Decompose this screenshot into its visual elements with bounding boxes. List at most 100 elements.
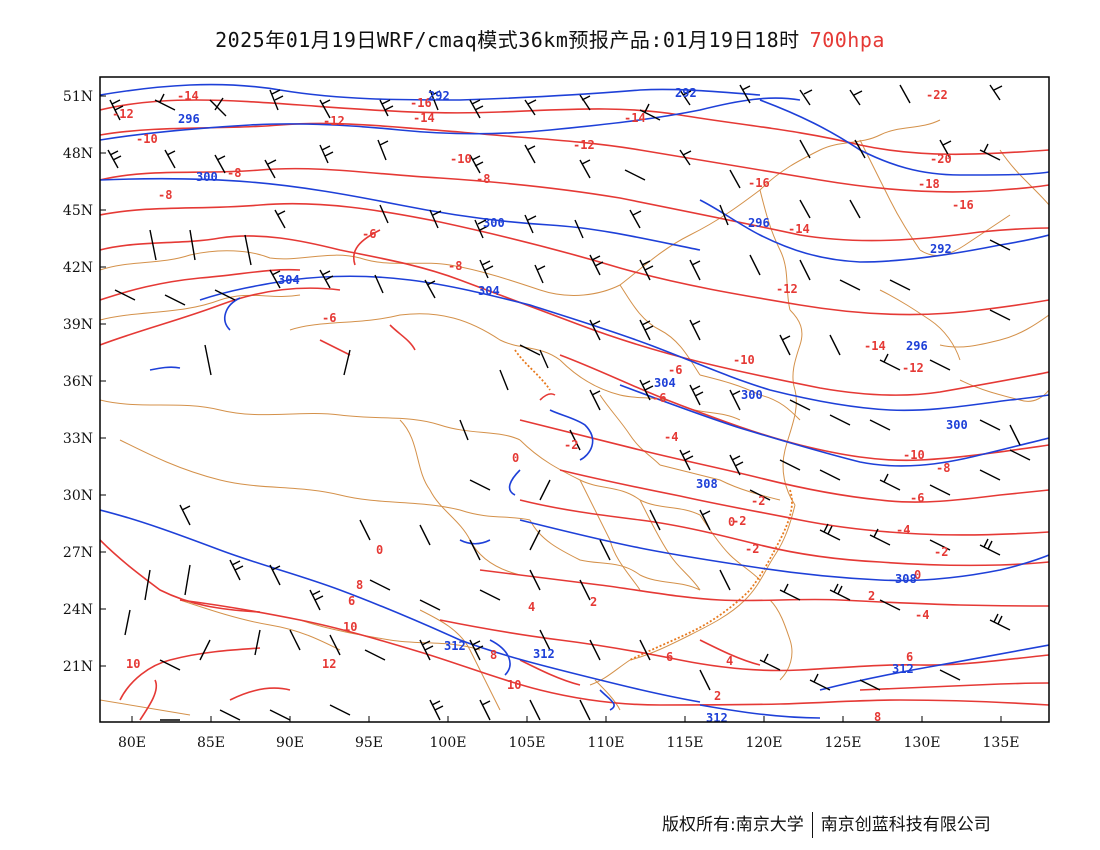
temp-label: -10 bbox=[733, 353, 755, 367]
temp-label: -6 bbox=[362, 227, 376, 241]
longitude-labels: 80E 85E 90E 95E 100E 105E 110E 115E 120E… bbox=[118, 735, 1020, 751]
lon-tick-label: 95E bbox=[355, 735, 383, 751]
height-label: 300 bbox=[483, 216, 505, 230]
height-label: 308 bbox=[696, 477, 718, 491]
lon-tick-label: 85E bbox=[197, 735, 225, 751]
lat-tick-label: 36N bbox=[63, 374, 93, 390]
lon-tick-label: 130E bbox=[904, 735, 941, 751]
lon-tick-label: 105E bbox=[509, 735, 546, 751]
title-main: 2025年01月19日WRF/cmaq模式36km预报产品:01月19日18时 bbox=[215, 28, 800, 52]
temp-label: -12 bbox=[902, 361, 924, 375]
height-label: 312 bbox=[706, 711, 728, 725]
height-label: 304 bbox=[278, 273, 300, 287]
lat-tick-label: 51N bbox=[63, 89, 93, 105]
lon-tick-label: 100E bbox=[430, 735, 467, 751]
lon-tick-label: 110E bbox=[588, 735, 625, 751]
lat-tick-label: 30N bbox=[63, 488, 93, 504]
height-label: 312 bbox=[533, 647, 555, 661]
temp-label: 10 bbox=[507, 678, 521, 692]
temp-label: 2 bbox=[590, 595, 597, 609]
temp-label: -12 bbox=[323, 114, 345, 128]
temp-label: -8 bbox=[936, 461, 950, 475]
temp-label: -8 bbox=[448, 259, 462, 273]
wind-barbs bbox=[107, 84, 1031, 721]
lat-tick-label: 39N bbox=[63, 317, 93, 333]
height-contours bbox=[100, 83, 1049, 719]
temp-label: -10 bbox=[136, 132, 158, 146]
temp-label: 6 bbox=[906, 650, 913, 664]
lat-tick-label: 45N bbox=[63, 203, 93, 219]
height-label: 312 bbox=[892, 662, 914, 676]
lat-tick-label: 33N bbox=[63, 431, 93, 447]
temp-label: -22 bbox=[926, 88, 948, 102]
latitude-axis bbox=[100, 95, 106, 667]
lat-tick-label: 24N bbox=[63, 602, 93, 618]
temp-label: 0 bbox=[512, 451, 519, 465]
temp-label: -14 bbox=[413, 111, 435, 125]
temp-label: 2 bbox=[868, 589, 875, 603]
longitude-axis bbox=[131, 716, 1002, 722]
height-label: 292 bbox=[428, 89, 450, 103]
lon-tick-label: 120E bbox=[746, 735, 783, 751]
temp-label: 12 bbox=[322, 657, 336, 671]
temp-label: -2 bbox=[751, 494, 765, 508]
height-label: 296 bbox=[906, 339, 928, 353]
temp-label: 6 bbox=[348, 594, 355, 608]
height-label: 308 bbox=[895, 572, 917, 586]
temp-label: 4 bbox=[726, 654, 733, 668]
temp-label: 0 bbox=[376, 543, 383, 557]
temp-label: -4 bbox=[915, 608, 929, 622]
temp-label: -14 bbox=[177, 89, 199, 103]
temp-label: 10 bbox=[343, 620, 357, 634]
temp-label: -12 bbox=[573, 138, 595, 152]
temp-label: 4 bbox=[528, 600, 535, 614]
temp-label: -16 bbox=[410, 96, 432, 110]
temp-label: 10 bbox=[126, 657, 140, 671]
height-label: 296 bbox=[178, 112, 200, 126]
latitude-labels: 51N 48N 45N 42N 39N 36N 33N 30N 27N 24N … bbox=[63, 89, 93, 675]
coastline bbox=[514, 349, 793, 661]
temp-label: -16 bbox=[748, 176, 770, 190]
lat-tick-label: 21N bbox=[63, 659, 93, 675]
temp-label: -6 bbox=[668, 363, 682, 377]
lon-tick-label: 135E bbox=[983, 735, 1020, 751]
temp-label: 6 bbox=[666, 650, 673, 664]
copyright-owner: 版权所有:南京大学 bbox=[662, 815, 804, 835]
height-label: 304 bbox=[654, 376, 676, 390]
pressure-level: 700hpa bbox=[809, 28, 885, 52]
temp-label: -2 bbox=[934, 545, 948, 559]
temp-label: -8 bbox=[158, 188, 172, 202]
geo-borders bbox=[100, 119, 1049, 716]
temp-label: -14 bbox=[864, 339, 886, 353]
temp-label: 2 bbox=[714, 689, 721, 703]
temp-label: -6 bbox=[322, 311, 336, 325]
temp-label: 8 bbox=[356, 578, 363, 592]
lat-tick-label: 27N bbox=[63, 545, 93, 561]
temp-label: -12 bbox=[776, 282, 798, 296]
temp-label: 8 bbox=[874, 710, 881, 724]
temp-label: -14 bbox=[624, 111, 646, 125]
height-label: 300 bbox=[946, 418, 968, 432]
height-label: 300 bbox=[741, 388, 763, 402]
temp-label: 0 bbox=[728, 515, 735, 529]
temp-label: 0 bbox=[914, 568, 921, 582]
temp-label: -12 bbox=[112, 107, 134, 121]
temp-label: -6 bbox=[652, 391, 666, 405]
height-label: 304 bbox=[478, 284, 500, 298]
height-label: 312 bbox=[444, 639, 466, 653]
temp-label: -2 bbox=[732, 514, 746, 528]
temp-label: -6 bbox=[910, 491, 924, 505]
temp-label: -10 bbox=[903, 448, 925, 462]
temp-label: -8 bbox=[476, 172, 490, 186]
lon-tick-label: 115E bbox=[667, 735, 704, 751]
temp-label: -18 bbox=[918, 177, 940, 191]
chart-title: 2025年01月19日WRF/cmaq模式36km预报产品:01月19日18时 7… bbox=[0, 24, 1100, 53]
temp-label: -20 bbox=[930, 152, 952, 166]
temp-label: -4 bbox=[664, 430, 678, 444]
temp-label: -16 bbox=[952, 198, 974, 212]
height-label: 296 bbox=[748, 216, 770, 230]
temperature-contours bbox=[100, 99, 1049, 721]
lon-tick-label: 80E bbox=[118, 735, 146, 751]
temperature-labels: -14 -16 -14 -12 -12 -14 -10 -10 -12 -16 … bbox=[112, 88, 974, 724]
